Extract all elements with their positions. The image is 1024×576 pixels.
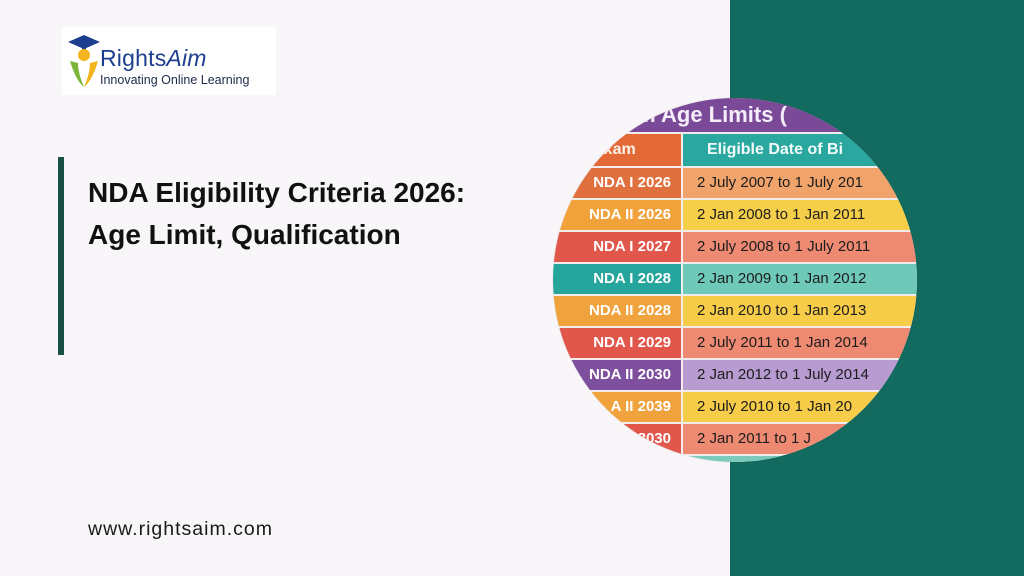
table-cell-exam: A II 2039 [553,392,681,422]
table-title: Exam Age Limits ( [553,98,917,132]
table-cell-exam [553,456,681,462]
table-row: NDA I 2028 2 Jan 2009 to 1 Jan 2012 [553,264,917,294]
table-cell-date: 2 July 2010 to 1 Jan 20 [683,392,917,422]
table-cell-date: 2 Jan 2011 to 1 J [683,424,917,454]
table-row: NDA I 2026 2 July 2007 to 1 July 201 [553,168,917,198]
logo-tagline: Innovating Online Learning [100,73,250,87]
table-header-date: Eligible Date of Bi [683,134,917,166]
table-header-exam: Exam [553,134,681,166]
table-cell-date: 2 July 2011 to 1 Jan 2014 [683,328,917,358]
table-cell-date: 2 July 2008 to 1 July 2011 [683,232,917,262]
table-cell-exam: NDA I 2027 [553,232,681,262]
table-row: 8030 2 Jan 2011 to 1 J [553,424,917,454]
table-row: NDA I 2027 2 July 2008 to 1 July 2011 [553,232,917,262]
age-limit-table-image: Exam Age Limits ( Exam Eligible Date of … [553,98,917,462]
table-cell-date: 2 Jan 2010 to 1 Jan 2013 [683,296,917,326]
accent-bar [58,157,64,355]
page-title: NDA Eligibility Criteria 2026: Age Limit… [88,172,548,256]
table-cell-date: 2 July 2007 to 1 July 201 [683,168,917,198]
table-cell-date: 2 Jan 2009 to 1 Jan 2012 [683,264,917,294]
table-cell-exam: NDA I 2029 [553,328,681,358]
table-row: NDA II 2026 2 Jan 2008 to 1 Jan 2011 [553,200,917,230]
table-row [553,456,917,462]
table-cell-exam: NDA II 2026 [553,200,681,230]
table-cell-exam: NDA I 2028 [553,264,681,294]
page-title-line-1: NDA Eligibility Criteria 2026: [88,177,466,208]
table-cell-exam: 8030 [553,424,681,454]
table-cell-exam: NDA I 2026 [553,168,681,198]
rightsaim-logo[interactable]: RightsAim Innovating Online Learning [62,27,276,95]
table-cell-date: 2 Jan 2012 to 1 July 2014 [683,360,917,390]
table-row: NDA II 2030 2 Jan 2012 to 1 July 2014 [553,360,917,390]
logo-brand: RightsAim [100,45,207,72]
logo-brand-main: Rights [100,45,167,71]
table-row: NDA II 2028 2 Jan 2010 to 1 Jan 2013 [553,296,917,326]
table-cell-exam: NDA II 2028 [553,296,681,326]
table-header-row: Exam Eligible Date of Bi [553,134,917,166]
logo-brand-accent: Aim [166,45,207,71]
page-title-line-2: Age Limit, Qualification [88,219,401,250]
graduate-figure-icon [68,35,100,87]
table-cell-date [683,456,917,462]
table-cell-date: 2 Jan 2008 to 1 Jan 2011 [683,200,917,230]
table-cell-exam: NDA II 2030 [553,360,681,390]
table-row: A II 2039 2 July 2010 to 1 Jan 20 [553,392,917,422]
table-row: NDA I 2029 2 July 2011 to 1 Jan 2014 [553,328,917,358]
website-link[interactable]: www.rightsaim.com [88,518,273,540]
